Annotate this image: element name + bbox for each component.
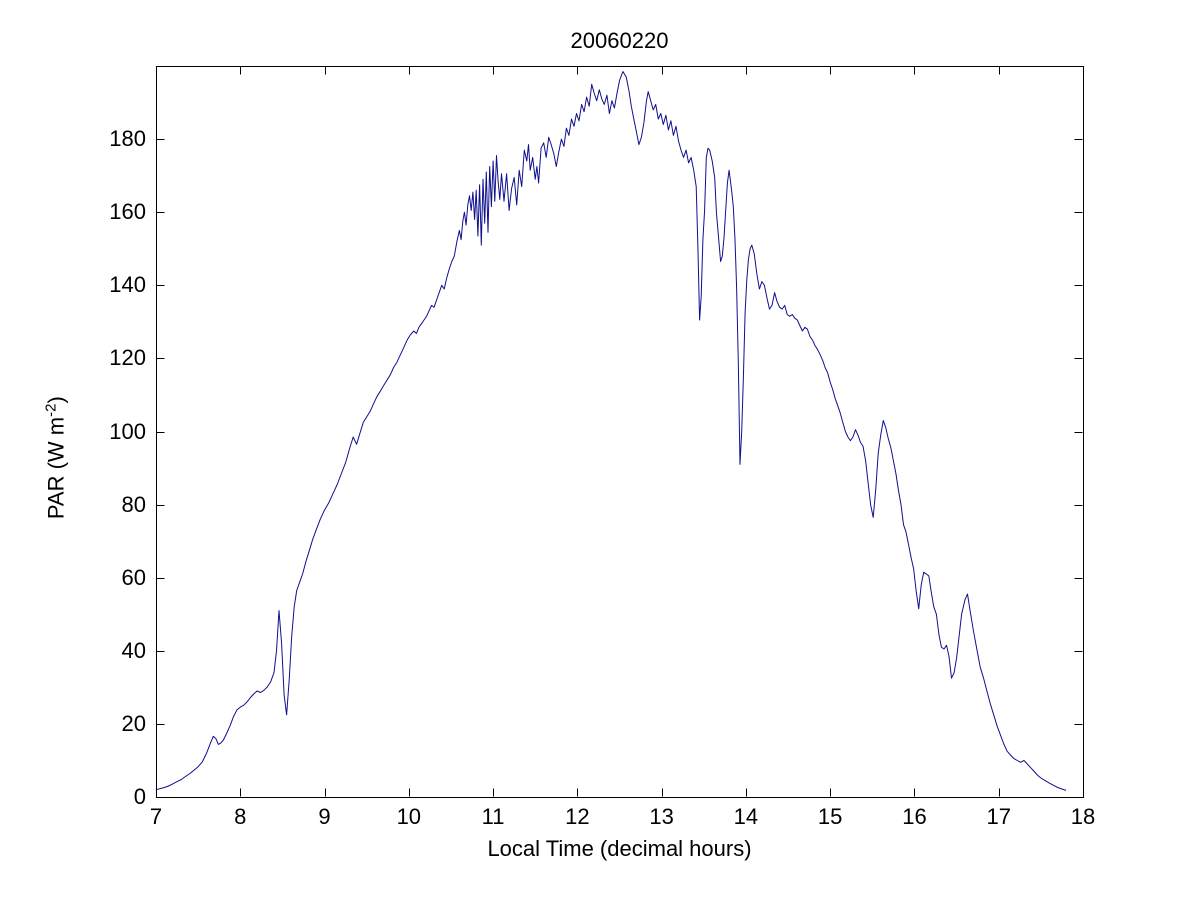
x-tick-label: 15 (817, 804, 843, 829)
y-tick-label: 140 (109, 272, 146, 298)
x-tick-label: 16 (902, 804, 927, 829)
y-tick-label: 0 (133, 784, 146, 809)
x-tick-label: 8 (234, 804, 247, 829)
chart-title: 20060220 (570, 28, 669, 53)
y-tick-label: 60 (121, 564, 146, 590)
y-tick-label: 40 (121, 637, 146, 663)
x-tick-label: 17 (986, 804, 1011, 829)
y-tick-label: 80 (121, 491, 146, 517)
y-tick-label: 120 (109, 345, 146, 371)
y-tick-label: 20 (121, 710, 146, 736)
y-axis-label-exponent: -2 (42, 403, 60, 417)
y-tick-label: 180 (109, 126, 146, 152)
x-tick-label: 10 (396, 804, 422, 829)
x-tick-label: 11 (481, 804, 505, 829)
y-tick-label: 100 (109, 418, 146, 444)
x-tick-label: 9 (318, 804, 331, 829)
par-line (155, 71, 1067, 791)
y-tick-label: 160 (109, 199, 146, 225)
axis-box (156, 66, 1084, 798)
y-axis-label-close: ) (43, 396, 69, 404)
x-axis-label: Local Time (decimal hours) (487, 836, 752, 861)
x-tick-label: 18 (1070, 804, 1096, 829)
x-tick-label: 7 (149, 804, 163, 829)
x-tick-label: 12 (565, 804, 590, 829)
x-tick-label: 14 (733, 804, 759, 829)
x-tick-label: 13 (649, 804, 674, 829)
